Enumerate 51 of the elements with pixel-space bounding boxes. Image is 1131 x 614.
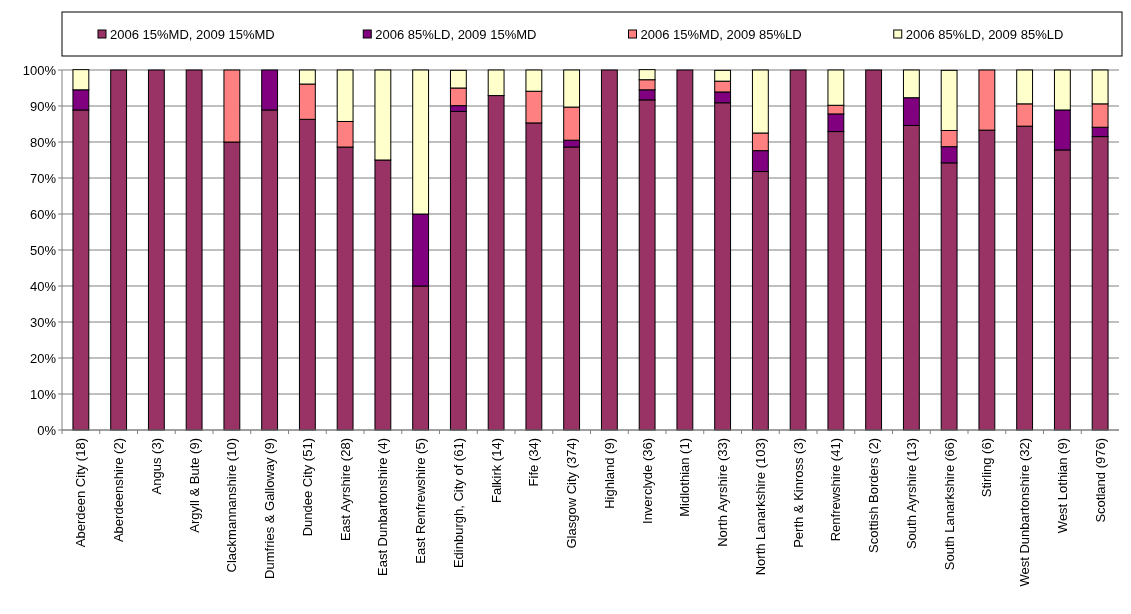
y-tick-label: 10%: [29, 386, 57, 402]
y-tick-label: 90%: [29, 98, 57, 114]
x-tick-label: Perth & Kinross (3): [790, 438, 806, 548]
y-tick-label: 50%: [29, 242, 57, 258]
x-tick-label: South Ayrshire (13): [903, 438, 919, 550]
y-tick-label: 100%: [22, 62, 57, 78]
bar: [147, 69, 165, 431]
bar: [110, 69, 128, 431]
x-tick-label: Angus (3): [148, 438, 164, 495]
y-tick-label: 70%: [29, 170, 57, 186]
x-tick-label: North Lanarkshire (103): [752, 438, 768, 576]
x-tick-label: Edinburgh, City of (61): [450, 438, 466, 569]
x-tick-label: Scottish Borders (2): [866, 438, 882, 553]
y-tick-label: 80%: [29, 134, 57, 150]
y-tick-label: 40%: [29, 278, 57, 294]
bar: [449, 110, 467, 431]
x-tick-label: Inverclyde (36): [639, 438, 655, 524]
legend-label: 2006 85%LD, 2009 15%MD: [375, 26, 537, 42]
legend-label: 2006 85%LD, 2009 85%LD: [905, 26, 1064, 42]
legend-label: 2006 15%MD, 2009 15%MD: [110, 26, 275, 42]
x-tick-label: West Lothian (9): [1054, 438, 1070, 534]
x-tick-label: Aberdeen City (18): [73, 438, 89, 548]
y-tick-label: 20%: [29, 350, 57, 366]
x-tick-label: Dumfries & Galloway (9): [262, 438, 278, 579]
x-tick-label: Falkirk (14): [488, 438, 504, 504]
x-tick-label: Highland (9): [601, 438, 617, 509]
bar: [789, 69, 807, 431]
x-tick-label: Stirling (6): [979, 438, 995, 498]
y-tick-label: 60%: [29, 206, 57, 222]
bar: [676, 69, 694, 431]
y-tick-label: 0%: [37, 422, 57, 438]
x-tick-label: Argyll & Bute (9): [186, 438, 202, 533]
bar: [865, 69, 883, 431]
x-tick-label: Glasgow City (374): [564, 438, 580, 549]
legend-label: 2006 15%MD, 2009 85%LD: [640, 26, 802, 42]
x-tick-label: Midlothian (1): [677, 438, 693, 517]
x-tick-label: North Ayrshire (33): [715, 438, 731, 547]
x-tick-label: East Renfrewshire (5): [413, 438, 429, 564]
x-tick-label: Clackmannanshire (10): [224, 438, 240, 573]
bar: [600, 69, 618, 431]
y-tick-label: 30%: [29, 314, 57, 330]
x-tick-label: East Dunbartonshire (4): [375, 438, 391, 577]
x-tick-label: East Ayrshire (28): [337, 438, 353, 542]
x-tick-label: West Dunbartonshire (32): [1017, 438, 1033, 587]
bar: [185, 69, 203, 431]
x-tick-label: Scotland (976): [1092, 438, 1108, 523]
x-tick-label: Dundee City (51): [299, 438, 315, 537]
x-tick-label: Fife (34): [526, 438, 542, 487]
x-tick-label: South Lanarkshire (66): [941, 438, 957, 571]
x-tick-label: Renfrewshire (41): [828, 438, 844, 542]
x-tick-label: Aberdeenshire (2): [111, 438, 127, 543]
